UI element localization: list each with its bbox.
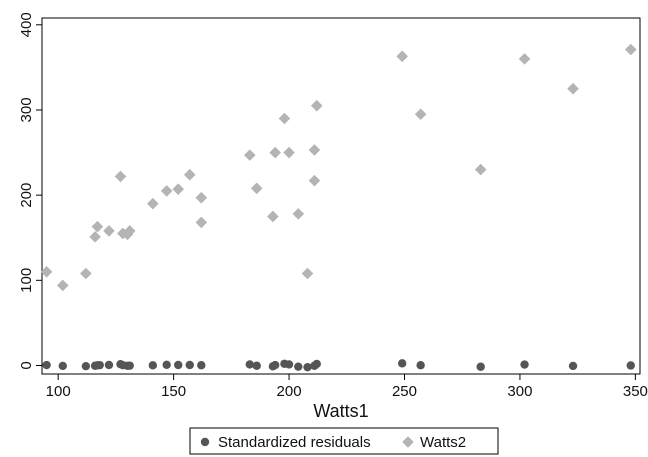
y-tick-label: 200 bbox=[18, 183, 35, 208]
data-point bbox=[243, 149, 256, 161]
data-point bbox=[197, 361, 206, 370]
data-point bbox=[89, 231, 101, 243]
data-point bbox=[568, 361, 578, 371]
legend: Standardized residuals Watts2 bbox=[189, 427, 499, 455]
data-point bbox=[294, 362, 303, 371]
data-point bbox=[476, 362, 485, 371]
data-point bbox=[114, 170, 127, 183]
x-tick-label: 350 bbox=[623, 383, 648, 400]
data-point bbox=[301, 267, 314, 280]
data-point bbox=[125, 361, 134, 370]
data-point bbox=[567, 82, 579, 95]
data-point bbox=[308, 144, 321, 156]
data-point bbox=[624, 43, 637, 56]
data-point bbox=[292, 208, 305, 220]
data-point bbox=[58, 361, 67, 371]
legend-box bbox=[189, 427, 499, 455]
plot-area bbox=[40, 17, 641, 375]
x-tick-label: 200 bbox=[277, 383, 302, 400]
data-point bbox=[397, 359, 407, 368]
data-point bbox=[40, 265, 53, 278]
data-point bbox=[518, 53, 531, 65]
data-point bbox=[174, 360, 183, 370]
data-point bbox=[310, 99, 323, 112]
legend-label: Watts2 bbox=[420, 434, 466, 451]
data-point bbox=[269, 146, 281, 159]
data-point bbox=[195, 191, 208, 204]
data-point bbox=[162, 360, 171, 370]
x-axis: 100 150 200 250 300 350 bbox=[46, 374, 648, 400]
data-point bbox=[245, 360, 254, 369]
data-point bbox=[95, 360, 104, 370]
data-point bbox=[267, 210, 279, 223]
series-standardized-residuals bbox=[42, 359, 635, 372]
y-tick-label: 100 bbox=[18, 268, 35, 293]
data-point bbox=[185, 360, 194, 370]
data-point bbox=[148, 361, 158, 370]
data-point bbox=[283, 146, 295, 159]
data-point bbox=[284, 360, 294, 369]
plot-frame bbox=[41, 17, 641, 375]
legend-label: Standardized residuals bbox=[218, 434, 371, 451]
data-point bbox=[104, 360, 114, 370]
y-axis: 0 100 200 300 400 bbox=[18, 12, 42, 370]
data-point bbox=[160, 185, 173, 197]
data-point bbox=[56, 279, 69, 292]
data-point bbox=[474, 163, 487, 176]
data-point bbox=[270, 360, 280, 370]
data-point bbox=[81, 361, 91, 371]
data-point bbox=[312, 359, 321, 369]
data-point bbox=[183, 168, 196, 181]
y-tick-label: 400 bbox=[18, 12, 35, 37]
x-tick-label: 300 bbox=[507, 383, 532, 400]
data-point bbox=[396, 50, 408, 63]
data-point bbox=[91, 220, 104, 233]
data-point bbox=[303, 362, 312, 372]
data-point bbox=[42, 360, 51, 370]
data-point bbox=[308, 174, 321, 187]
x-tick-label: 100 bbox=[46, 383, 71, 400]
data-point bbox=[414, 108, 427, 121]
data-point bbox=[250, 182, 263, 195]
legend-marker-circle bbox=[200, 437, 210, 447]
data-point bbox=[626, 361, 635, 370]
legend-marker-diamond bbox=[402, 436, 414, 448]
data-point bbox=[195, 216, 208, 229]
data-point bbox=[520, 360, 529, 369]
y-tick-label: 300 bbox=[18, 97, 35, 122]
data-point bbox=[80, 267, 92, 280]
data-point bbox=[103, 225, 115, 237]
data-point bbox=[252, 361, 261, 370]
data-point bbox=[172, 183, 185, 195]
x-tick-label: 150 bbox=[161, 383, 186, 400]
data-point bbox=[278, 112, 291, 125]
y-tick-label: 0 bbox=[18, 361, 35, 369]
x-axis-title: Watts1 bbox=[313, 401, 368, 421]
x-tick-label: 250 bbox=[392, 383, 417, 400]
series-watts2 bbox=[40, 43, 637, 292]
data-point bbox=[147, 197, 159, 210]
data-point bbox=[123, 225, 136, 237]
data-point bbox=[416, 361, 425, 370]
